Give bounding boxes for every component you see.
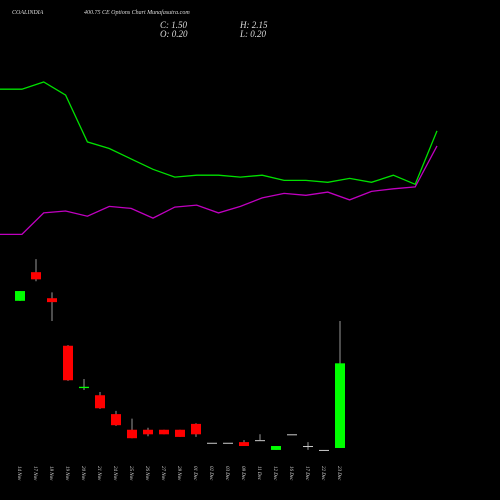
ohlc-high: H: 2.15 xyxy=(239,20,268,30)
ohlc-open: O: 0.20 xyxy=(160,29,188,39)
candle-body xyxy=(95,395,105,409)
candle-body xyxy=(127,429,137,439)
x-tick-label: 17 Dec xyxy=(304,466,309,481)
candle-body xyxy=(335,363,345,448)
x-tick-label: 20 Nov xyxy=(80,466,85,481)
x-tick-label: 01 Dec xyxy=(192,466,197,481)
x-tick-label: 21 Nov xyxy=(96,466,101,481)
candle-body xyxy=(31,272,41,280)
indicator-line xyxy=(0,145,438,236)
x-tick-label: 25 Nov xyxy=(128,466,133,481)
x-tick-label: 28 Nov xyxy=(176,466,181,481)
x-tick-label: 11 Dec xyxy=(256,466,261,481)
x-tick-label: 23 Dec xyxy=(336,466,341,481)
x-tick-label: 03 Dec xyxy=(224,466,229,481)
candle-body xyxy=(319,449,329,451)
candle-body xyxy=(175,429,185,437)
candle-body xyxy=(271,446,281,450)
x-tick-label: 24 Nov xyxy=(112,466,117,481)
candle-body xyxy=(207,442,217,444)
candle-body xyxy=(111,414,121,426)
candle-body xyxy=(191,423,201,435)
chart-subtitle: 400.75 CE Options Chart Munafasutra.com xyxy=(84,9,190,16)
candle-body xyxy=(223,442,233,444)
candle-body xyxy=(15,291,25,301)
candle-body xyxy=(287,434,297,436)
x-tick-label: 27 Nov xyxy=(160,466,165,481)
candle-body xyxy=(255,440,265,442)
ohlc-close: C: 1.50 xyxy=(160,20,188,30)
x-tick-label: 26 Nov xyxy=(144,466,149,481)
candle-body xyxy=(47,298,57,303)
x-tick-label: 12 Dec xyxy=(272,466,277,481)
x-tick-label: 08 Dec xyxy=(240,466,245,481)
x-tick-label: 02 Dec xyxy=(208,466,213,481)
indicator-line xyxy=(0,81,438,186)
candle-body xyxy=(63,345,73,381)
candle-body xyxy=(303,446,313,448)
candle-body xyxy=(143,429,153,435)
candle-body xyxy=(159,429,169,435)
x-tick-label: 16 Dec xyxy=(288,466,293,481)
chart-title: COALINDIA xyxy=(12,10,44,16)
x-tick-label: 14 Nov xyxy=(16,466,21,481)
x-tick-label: 22 Dec xyxy=(320,466,325,481)
candle-body xyxy=(239,442,249,447)
x-tick-label: 18 Nov xyxy=(48,466,53,481)
ohlc-low: L: 0.20 xyxy=(239,29,267,39)
x-tick-label: 19 Nov xyxy=(64,466,69,481)
candle-body xyxy=(79,386,89,389)
x-tick-label: 17 Nov xyxy=(32,466,37,481)
